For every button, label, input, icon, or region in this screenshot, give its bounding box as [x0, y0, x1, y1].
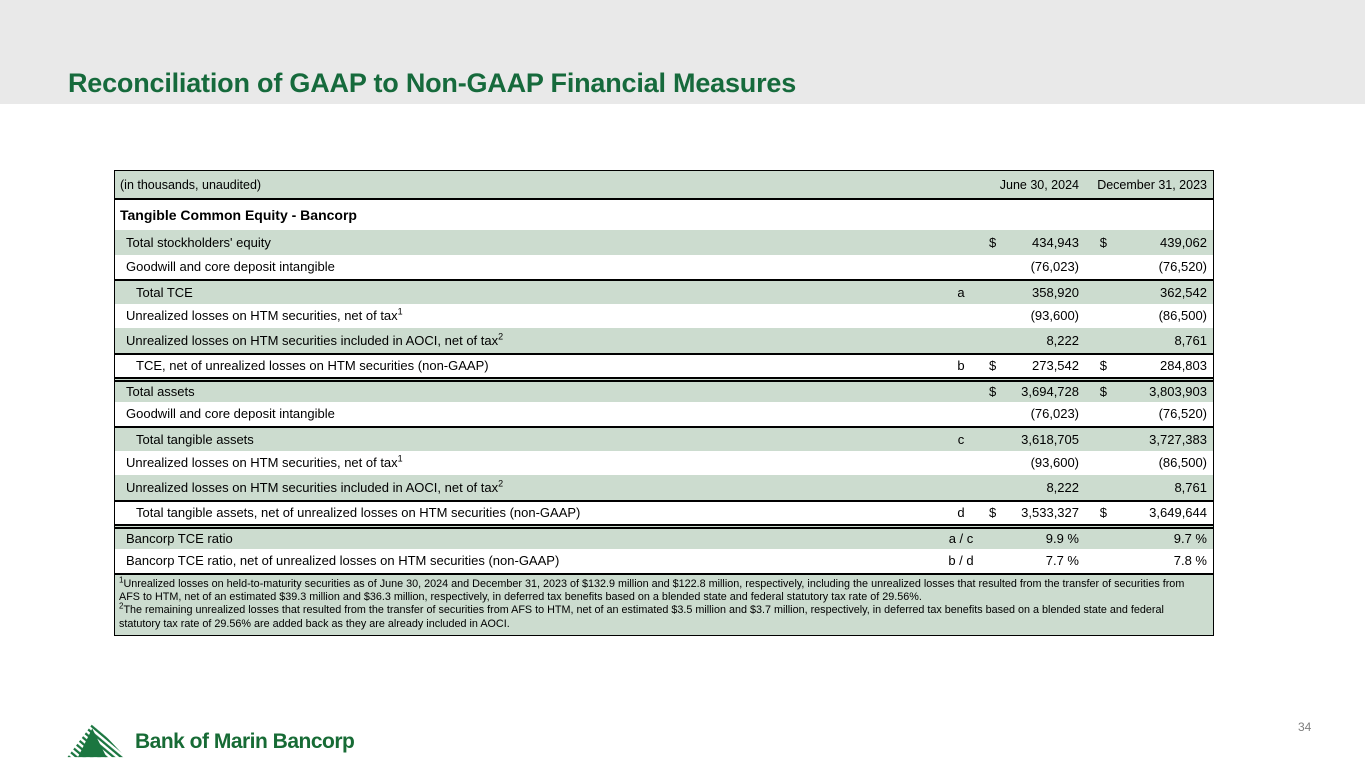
- row-label: Total TCE: [136, 284, 193, 300]
- row-value-june: (93,600): [1030, 308, 1079, 324]
- row-note: b: [957, 358, 965, 374]
- row-value-december: 8,761: [1174, 332, 1207, 348]
- table-row: Total tangible assets, net of unrealized…: [115, 499, 1213, 524]
- row-value-december: 9.7 %: [1173, 531, 1207, 547]
- row-value-june: 358,920: [1032, 284, 1079, 300]
- row-value-june: 3,618,705: [1021, 431, 1079, 447]
- row-value-june: 3,533,327: [1021, 505, 1079, 521]
- table-row: Bancorp TCE ratio, net of unrealized los…: [115, 548, 1213, 573]
- row-label: Unrealized losses on HTM securities, net…: [126, 308, 403, 324]
- row-value-december: 362,542: [1160, 284, 1207, 300]
- row-label: Total tangible assets: [136, 431, 254, 447]
- row-value-june: (76,023): [1030, 259, 1079, 275]
- logo: Bank of Marin Bancorp: [66, 719, 355, 764]
- row-value-december: 3,649,644: [1149, 505, 1207, 521]
- row-label: Goodwill and core deposit intangible: [126, 259, 335, 275]
- footnote-number: 1: [119, 575, 124, 585]
- mountain-logo-icon: [66, 719, 128, 764]
- table-row: Total tangible assets c 3,618,705 3,727,383: [115, 426, 1213, 451]
- row-note: a / c: [948, 531, 974, 547]
- footnotes: 1Unrealized losses on held-to-maturity s…: [115, 573, 1213, 635]
- row-dollar-sign-june: $: [989, 505, 997, 521]
- footnote-reference: 2: [498, 332, 504, 342]
- row-label: Goodwill and core deposit intangible: [126, 406, 335, 422]
- row-label: Unrealized losses on HTM securities, net…: [126, 455, 403, 471]
- table-row: Unrealized losses on HTM securities incl…: [115, 328, 1213, 353]
- footnote-reference: 1: [397, 455, 403, 464]
- row-dollar-sign-december: $: [1099, 384, 1107, 400]
- row-dollar-sign-june: $: [989, 358, 997, 374]
- row-value-june: 9.9 %: [1045, 531, 1079, 547]
- row-value-december: 3,727,383: [1149, 431, 1207, 447]
- row-value-december: 7.8 %: [1173, 553, 1207, 569]
- row-dollar-sign-december: $: [1099, 358, 1107, 374]
- table-row: Unrealized losses on HTM securities incl…: [115, 475, 1213, 500]
- row-label: Total tangible assets, net of unrealized…: [136, 505, 581, 521]
- row-note: d: [957, 505, 965, 521]
- row-dollar-sign-december: $: [1099, 234, 1107, 250]
- table-rows: Total stockholders' equity $434,943 $439,0…: [115, 230, 1213, 573]
- row-label: Bancorp TCE ratio, net of unrealized los…: [126, 553, 560, 569]
- table-row: Unrealized losses on HTM securities, net…: [115, 303, 1213, 328]
- table-row: TCE, net of unrealized losses on HTM sec…: [115, 352, 1213, 377]
- logo-text: Bank of Marin Bancorp: [135, 729, 355, 753]
- row-label: Total stockholders' equity: [126, 234, 271, 250]
- row-value-june: 273,542: [1032, 358, 1079, 374]
- table-row: Goodwill and core deposit intangible (76,…: [115, 401, 1213, 426]
- table-row: Total TCE a 358,920 362,542: [115, 279, 1213, 304]
- row-value-june: (93,600): [1030, 455, 1079, 471]
- row-value-june: 434,943: [1032, 234, 1079, 250]
- table-row: Unrealized losses on HTM securities, net…: [115, 450, 1213, 475]
- column-header-december: December 31, 2023: [1097, 177, 1207, 192]
- row-value-june: 3,694,728: [1021, 384, 1079, 400]
- table-row: Total assets $3,694,728 $3,803,903: [115, 377, 1213, 402]
- page-number: 34: [1298, 720, 1312, 734]
- row-note: c: [957, 431, 965, 447]
- table-row: Goodwill and core deposit intangible (76,…: [115, 254, 1213, 279]
- footnote: 2The remaining unrealized losses that re…: [119, 601, 1164, 630]
- row-label: Total assets: [126, 384, 195, 400]
- footnote-number: 2: [119, 601, 124, 611]
- section-header: Tangible Common Equity - Bancorp: [120, 207, 357, 223]
- row-value-june: 8,222: [1046, 332, 1079, 348]
- row-value-june: 7.7 %: [1045, 553, 1079, 569]
- table-header-row: (in thousands, unaudited) June 30, 2024 …: [115, 171, 1213, 198]
- row-value-december: 284,803: [1160, 358, 1207, 374]
- row-value-december: 439,062: [1160, 234, 1207, 250]
- row-label: Unrealized losses on HTM securities incl…: [126, 479, 504, 495]
- title-banner: [0, 0, 1365, 104]
- row-label: TCE, net of unrealized losses on HTM sec…: [136, 358, 489, 374]
- table-row: Total stockholders' equity $434,943 $439,0…: [115, 230, 1213, 255]
- row-dollar-sign-december: $: [1099, 505, 1107, 521]
- row-dollar-sign-june: $: [989, 384, 997, 400]
- gaap-reconciliation-table: (in thousands, unaudited) June 30, 2024 …: [114, 170, 1214, 636]
- row-label: Bancorp TCE ratio: [126, 531, 233, 547]
- row-value-december: (76,520): [1158, 259, 1207, 275]
- row-value-june: 8,222: [1046, 479, 1079, 495]
- row-value-june: (76,023): [1030, 406, 1079, 422]
- footnote: 1Unrealized losses on held-to-maturity s…: [119, 575, 1185, 604]
- row-value-december: (76,520): [1158, 406, 1207, 422]
- row-label: Unrealized losses on HTM securities incl…: [126, 332, 504, 348]
- row-value-december: 8,761: [1174, 479, 1207, 495]
- row-note: a: [957, 284, 965, 300]
- section-header-row: Tangible Common Equity - Bancorp: [115, 198, 1213, 230]
- row-note: b / d: [948, 553, 974, 569]
- footnote-reference: 1: [397, 308, 403, 317]
- column-header-june: June 30, 2024: [999, 177, 1079, 192]
- row-value-december: (86,500): [1158, 455, 1207, 471]
- footnote-reference: 2: [498, 479, 504, 489]
- table-row: Bancorp TCE ratio a / c 9.9 % 9.7 %: [115, 524, 1213, 549]
- row-value-december: (86,500): [1158, 308, 1207, 324]
- unit-label: (in thousands, unaudited): [120, 177, 262, 192]
- row-value-december: 3,803,903: [1149, 384, 1207, 400]
- page-title: Reconciliation of GAAP to Non-GAAP Finan…: [68, 68, 797, 98]
- row-dollar-sign-june: $: [989, 234, 997, 250]
